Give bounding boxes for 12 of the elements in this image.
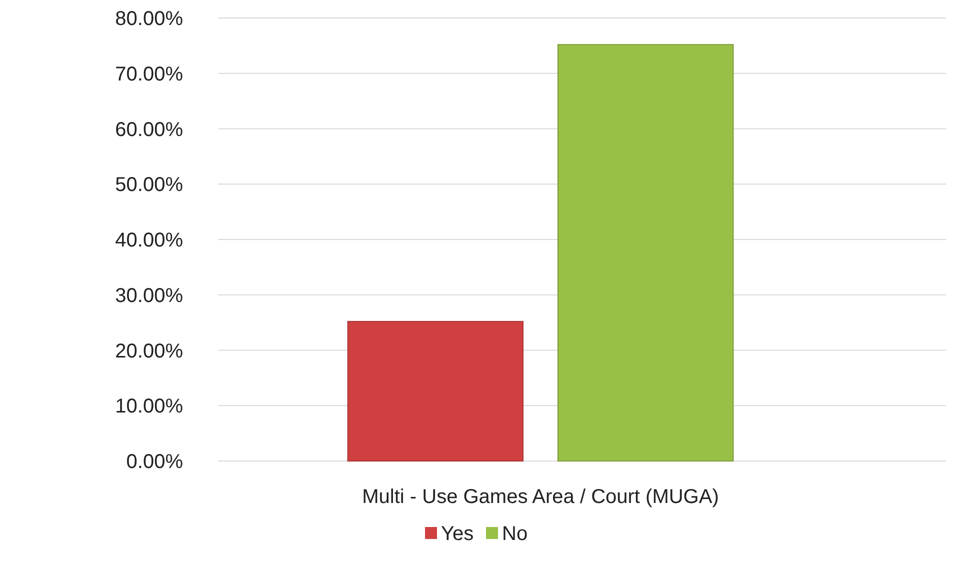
y-tick-label: 20.00%: [115, 340, 184, 362]
y-tick-label: 60.00%: [115, 118, 184, 141]
y-tick-label: 30.00%: [115, 284, 184, 307]
y-tick-label: 70.00%: [115, 63, 184, 86]
legend-label: No: [502, 523, 528, 545]
legend-label: Yes: [441, 523, 474, 545]
x-tick-label: Multi - Use Games Area / Court (MUGA): [362, 486, 719, 508]
y-tick-label: 10.00%: [115, 396, 184, 418]
y-tick-label: 80.00%: [115, 8, 184, 30]
y-tick-label: 0.00%: [126, 451, 184, 473]
y-tick-label: 40.00%: [115, 230, 184, 252]
y-tick-label: 50.00%: [115, 174, 184, 196]
